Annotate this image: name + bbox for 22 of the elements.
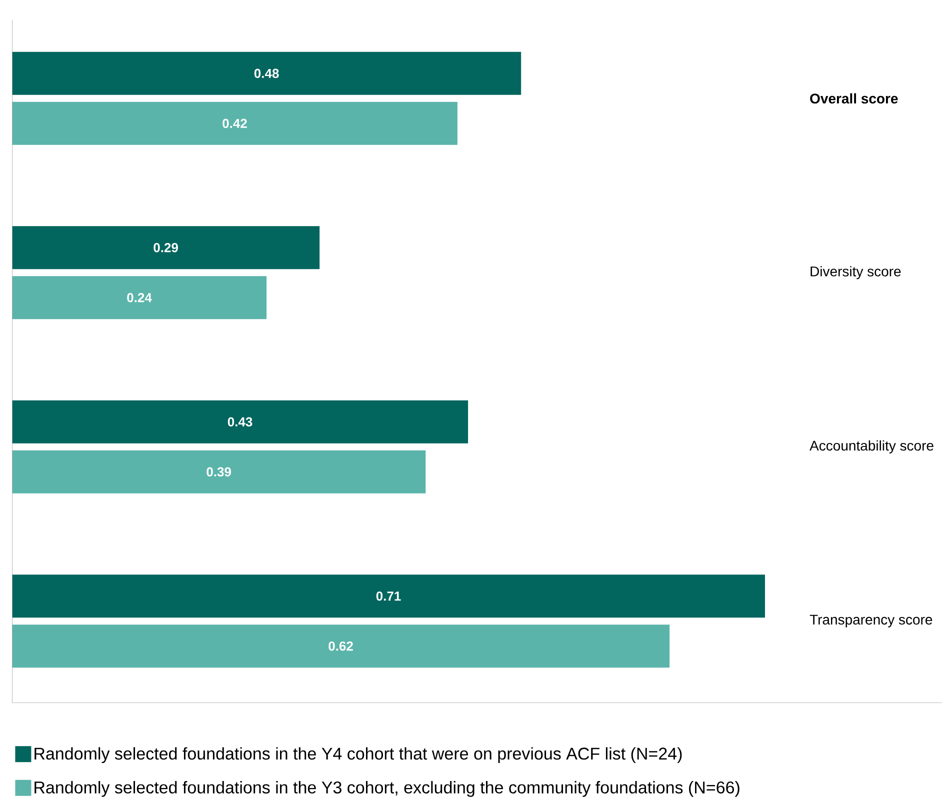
y-tick-label: Transparency score: [810, 614, 932, 628]
bar: [12, 624, 670, 668]
bar: [12, 52, 522, 95]
legend-label: Randomly selected foundations in the Y3 cohort, excluding the community foundations (N=66): [34, 781, 740, 797]
data-label: 0.29: [154, 243, 178, 252]
data-label: 0.42: [222, 118, 247, 128]
bar: [12, 450, 426, 494]
data-label: 0.71: [376, 592, 401, 601]
y-tick-label: Diversity score: [810, 266, 901, 280]
bar: [12, 102, 458, 145]
bar: [12, 574, 766, 618]
legend-label: Randomly selected foundations in the Y4 cohort that were on previous ACF list (N=24): [34, 747, 682, 764]
bar: [12, 226, 320, 270]
data-label: 0.24: [127, 293, 152, 302]
bar: [12, 276, 267, 320]
bar: [12, 400, 468, 444]
data-label: 0.48: [254, 68, 279, 78]
y-tick-label: Accountability score: [810, 440, 934, 454]
data-label: 0.62: [328, 642, 353, 651]
data-label: 0.39: [206, 467, 231, 476]
y-tick-label: Overall score: [810, 93, 898, 104]
data-label: 0.43: [228, 417, 252, 426]
